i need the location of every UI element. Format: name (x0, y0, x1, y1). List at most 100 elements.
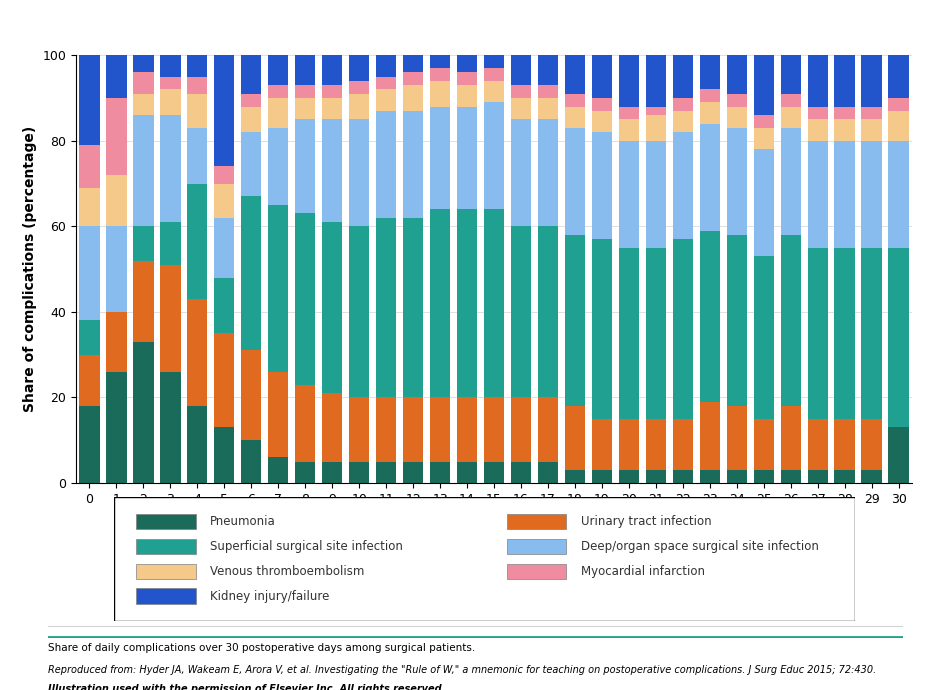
Bar (808, 470, 827, 483)
Bar (753, 115, 774, 128)
Bar (592, 111, 612, 132)
Bar (618, 119, 639, 141)
Bar (241, 132, 261, 197)
Bar (618, 141, 639, 248)
Bar (862, 55, 882, 106)
Bar (214, 277, 235, 333)
Bar (295, 55, 315, 85)
Bar (133, 94, 154, 115)
Bar (538, 119, 558, 226)
Bar (106, 312, 126, 372)
Bar (646, 419, 666, 470)
Bar (753, 128, 774, 149)
Bar (699, 230, 720, 402)
Bar (457, 85, 477, 106)
Bar (888, 111, 908, 141)
Bar (808, 141, 827, 248)
Bar (133, 261, 154, 342)
Bar (268, 55, 289, 85)
Bar (241, 440, 261, 483)
Bar (862, 119, 882, 141)
Text: Share of daily complications over 30 postoperative days among surgical patients.: Share of daily complications over 30 pos… (48, 643, 475, 653)
Bar (592, 132, 612, 239)
Bar (80, 355, 100, 406)
Bar (161, 265, 180, 372)
Bar (862, 419, 882, 470)
Bar (511, 55, 531, 85)
Bar (538, 462, 558, 483)
Bar (376, 218, 396, 397)
Bar (727, 406, 747, 470)
Bar (241, 106, 261, 132)
Bar (241, 55, 261, 94)
Bar (673, 55, 693, 98)
Bar (646, 141, 666, 248)
Bar (781, 470, 801, 483)
Bar (214, 166, 235, 184)
Bar (565, 55, 585, 94)
Bar (161, 372, 180, 483)
Bar (376, 111, 396, 218)
Bar (268, 128, 289, 205)
Bar (592, 98, 612, 111)
Bar (106, 175, 126, 226)
Text: Kidney injury/failure: Kidney injury/failure (210, 590, 330, 602)
Bar (834, 119, 855, 141)
Bar (187, 55, 207, 77)
Bar (781, 128, 801, 235)
Bar (753, 149, 774, 256)
Bar (161, 115, 180, 222)
Bar (565, 470, 585, 483)
Bar (646, 106, 666, 115)
Bar (376, 397, 396, 462)
Bar (862, 141, 882, 248)
Bar (888, 98, 908, 111)
Bar (888, 427, 908, 483)
Bar (538, 397, 558, 462)
Bar (161, 77, 180, 90)
Bar (538, 55, 558, 85)
Text: Deep/organ space surgical site infection: Deep/organ space surgical site infection (580, 540, 819, 553)
Bar (862, 106, 882, 119)
Bar (430, 462, 450, 483)
Bar (80, 406, 100, 483)
Bar (538, 85, 558, 98)
Bar (349, 94, 370, 119)
Bar (888, 141, 908, 248)
Bar (214, 55, 235, 166)
Bar (699, 402, 720, 470)
X-axis label: Postoperative day: Postoperative day (423, 511, 565, 525)
Bar (484, 462, 504, 483)
Bar (618, 106, 639, 119)
Bar (511, 85, 531, 98)
Bar (136, 564, 196, 579)
Bar (133, 55, 154, 72)
Bar (268, 372, 289, 457)
Bar (753, 55, 774, 115)
Bar (136, 589, 196, 604)
Bar (888, 248, 908, 427)
FancyBboxPatch shape (114, 497, 855, 621)
Bar (376, 77, 396, 90)
Bar (161, 222, 180, 265)
Bar (834, 55, 855, 106)
Bar (349, 119, 370, 226)
Bar (295, 119, 315, 213)
Bar (673, 419, 693, 470)
Bar (376, 90, 396, 111)
Bar (484, 81, 504, 102)
Bar (403, 218, 423, 397)
Bar (862, 470, 882, 483)
Bar (349, 462, 370, 483)
Bar (565, 94, 585, 106)
Bar (646, 248, 666, 419)
Bar (699, 124, 720, 230)
Bar (106, 372, 126, 483)
Bar (699, 102, 720, 124)
Bar (430, 106, 450, 209)
Bar (565, 235, 585, 406)
Bar (106, 98, 126, 175)
Bar (565, 406, 585, 470)
Bar (430, 209, 450, 397)
Bar (727, 94, 747, 106)
